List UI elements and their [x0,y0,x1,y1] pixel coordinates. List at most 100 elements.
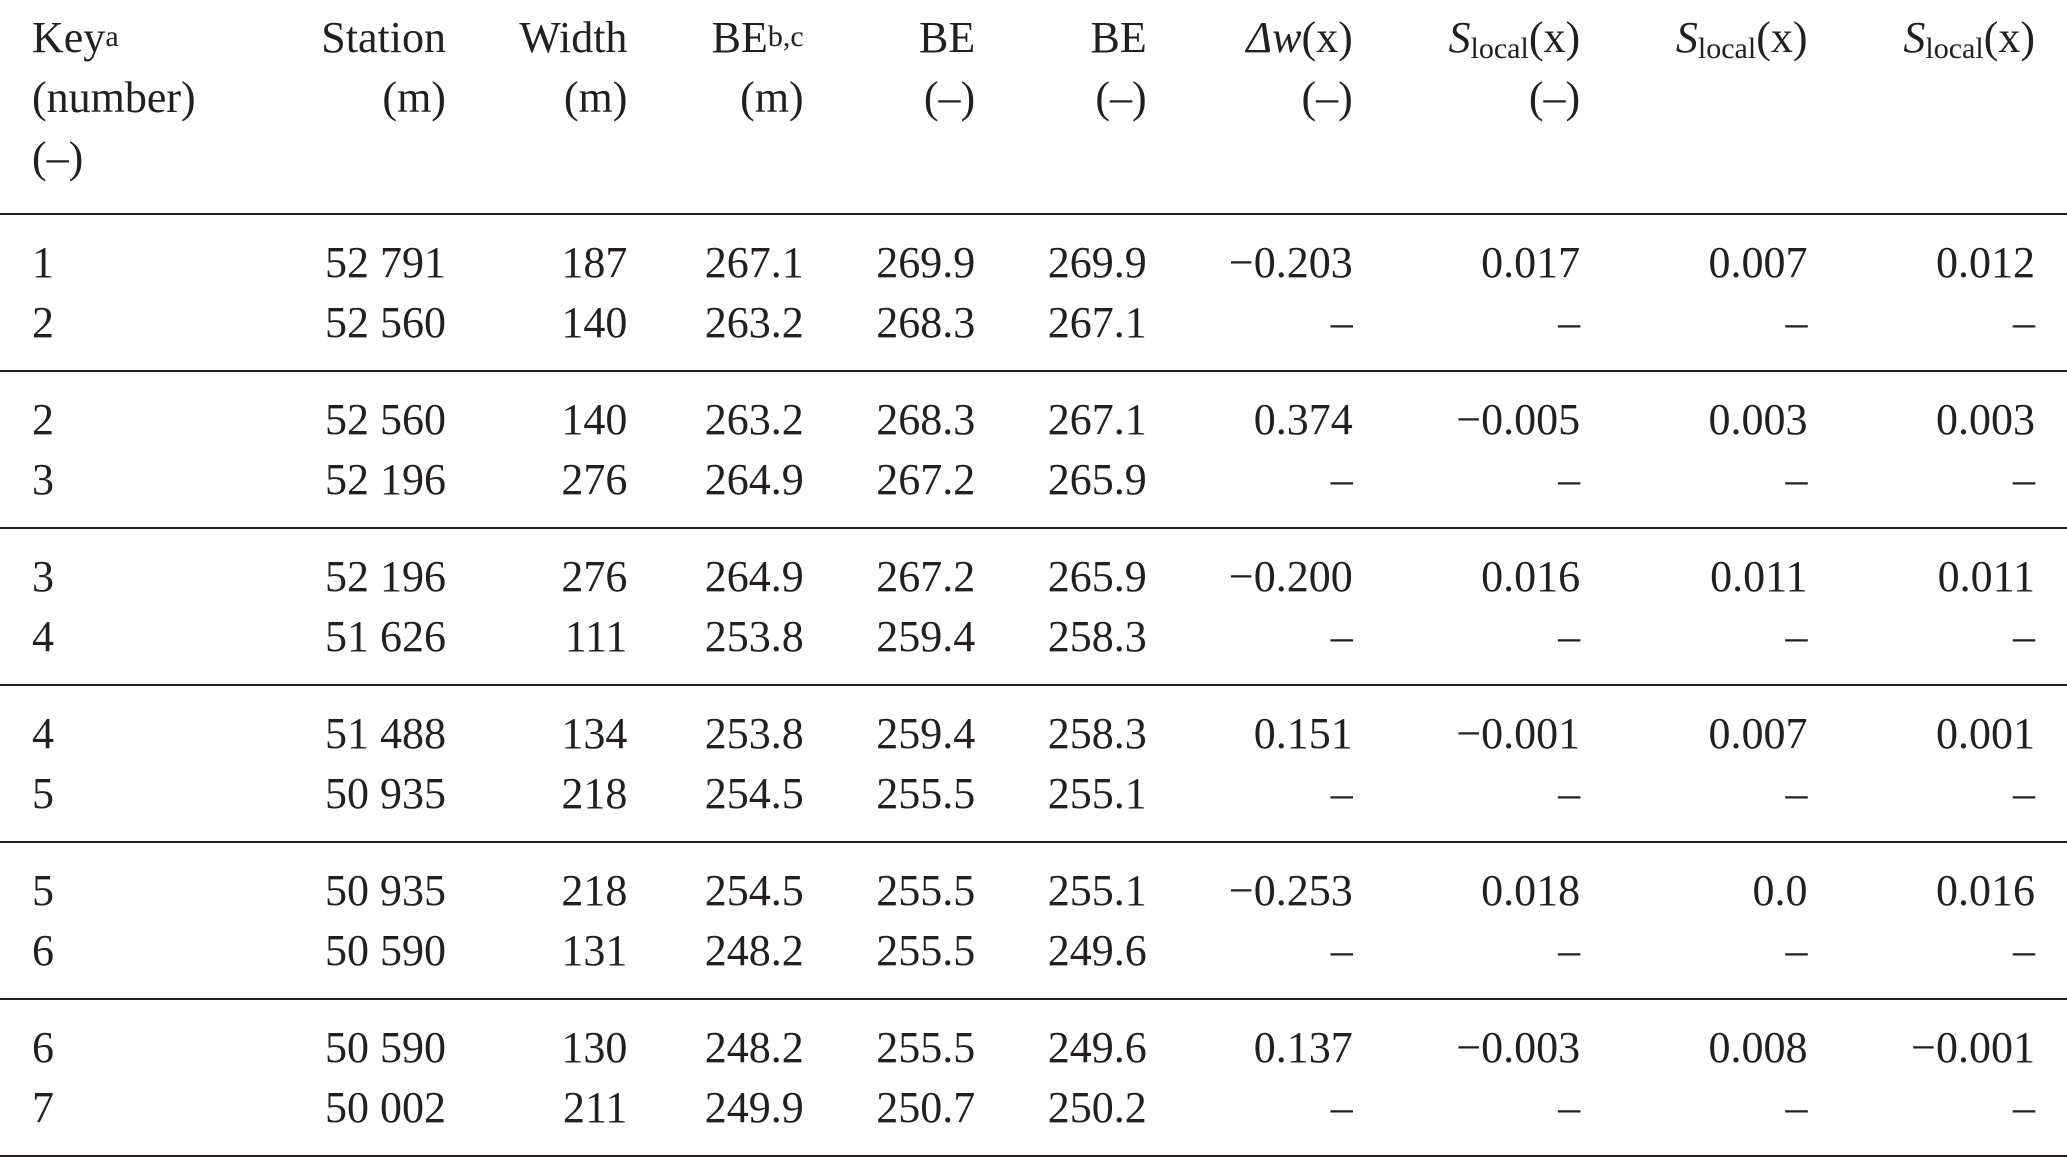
header-s-local-1: Slocal(x) (–) [1352,8,1581,215]
cell-station: 52 196 [324,552,446,601]
row-group: 1 52 791 187 267.1 269.9 269.9 −0.203 0.017 0.00… [0,214,2067,371]
header-delta-w: Δw(x) (–) [1146,8,1353,215]
cell-s-local-2: – [1785,769,1808,818]
cell-be-3: 255.1 [1047,769,1147,818]
cell-station: 52 560 [324,395,446,444]
cell-be-2: 250.7 [876,1083,976,1132]
cell-delta-w: 0.374 [1253,395,1353,444]
cell-key: 6 [32,1023,54,1072]
table-row: 7 50 002 211 249.9 250.7 250.2 – – – – [0,1078,2067,1156]
table-row: 2 52 560 140 263.2 268.3 267.1 – – – – [0,293,2067,371]
cell-be-elevation: 264.9 [704,455,804,504]
cell-delta-w: – [1330,612,1353,661]
cell-delta-w: −0.253 [1228,866,1353,915]
cell-delta-w: – [1330,455,1353,504]
cell-delta-w: 0.151 [1253,709,1353,758]
cell-be-elevation: 248.2 [704,926,804,975]
cell-s-local-2: 0.011 [1710,552,1808,601]
cell-s-local-2: – [1785,612,1808,661]
cell-be-3: 258.3 [1047,709,1147,758]
table-row: 1 52 791 187 267.1 269.9 269.9 −0.203 0.017 0.00… [0,214,2067,293]
cell-be-2: 259.4 [876,612,976,661]
table-row: 4 51 626 111 253.8 259.4 258.3 – – – – [0,607,2067,685]
cell-key: 5 [32,866,54,915]
cell-be-3: 255.1 [1047,866,1147,915]
header-s-local-3: Slocal(x) [1807,8,2067,215]
cell-delta-w: – [1330,1083,1353,1132]
cell-be-2: 259.4 [876,709,976,758]
cell-s-local-1: – [1558,298,1581,347]
cell-s-local-3: – [2013,926,2035,975]
cell-s-local-2: – [1785,455,1808,504]
cell-s-local-1: 0.016 [1481,552,1581,601]
cell-be-2: 268.3 [876,395,976,444]
cell-be-3: 249.6 [1047,926,1147,975]
row-group: 3 52 196 276 264.9 267.2 265.9 −0.200 0.016 0.01… [0,528,2067,685]
cell-width: 218 [561,866,628,915]
cell-be-3: 267.1 [1047,298,1147,347]
cell-s-local-1: −0.005 [1456,395,1581,444]
cell-delta-w: – [1330,769,1353,818]
cell-s-local-1: – [1558,769,1581,818]
header-be-2: BE (–) [803,8,976,215]
cell-s-local-2: 0.0 [1752,866,1808,915]
cell-be-2: 255.5 [876,769,976,818]
cell-s-local-3: – [2013,455,2035,504]
cell-s-local-2: 0.007 [1708,238,1808,287]
header-key: Keya (number) (–) [0,8,298,215]
table-row: 3 52 196 276 264.9 267.2 265.9 −0.200 0.016 0.01… [0,528,2067,607]
cell-delta-w: −0.203 [1228,238,1353,287]
header-be-3: BE (–) [975,8,1147,215]
cell-s-local-2: – [1785,298,1808,347]
cell-be-2: 269.9 [876,238,976,287]
cell-s-local-1: – [1558,455,1581,504]
cell-s-local-1: – [1558,612,1581,661]
cell-be-elevation: 254.5 [704,769,804,818]
cell-station: 52 791 [324,238,446,287]
cell-s-local-1: 0.018 [1481,866,1581,915]
cell-be-3: 249.6 [1047,1023,1147,1072]
cell-be-2: 255.5 [876,866,976,915]
cell-delta-w: – [1330,298,1353,347]
row-group: 6 50 590 130 248.2 255.5 249.6 0.137 −0.003 0.00… [0,999,2067,1156]
cell-width: 218 [561,769,628,818]
cell-station: 50 935 [324,769,446,818]
cell-station: 52 560 [324,298,446,347]
table-header: Keya (number) (–) Station (m) Width (m) … [0,8,2067,215]
cell-key: 3 [32,552,54,601]
header-s-local-2: Slocal(x) [1580,8,1808,215]
table-row: 2 52 560 140 263.2 268.3 267.1 0.374 −0.005 0.00… [0,371,2067,450]
cell-s-local-2: 0.008 [1708,1023,1808,1072]
table-row: 5 50 935 218 254.5 255.5 255.1 −0.253 0.018 0.0 0… [0,842,2067,921]
cell-be-elevation: 248.2 [704,1023,804,1072]
cell-width: 140 [561,298,628,347]
cell-s-local-2: – [1785,1083,1808,1132]
cell-key: 5 [32,769,54,818]
cell-be-2: 267.2 [876,552,976,601]
cell-key: 7 [32,1083,54,1132]
cell-station: 50 590 [324,926,446,975]
header-station: Station (m) [297,8,446,215]
cell-key: 2 [32,298,54,347]
cell-width: 134 [561,709,628,758]
table-row: 6 50 590 130 248.2 255.5 249.6 0.137 −0.003 0.00… [0,999,2067,1078]
cell-be-elevation: 267.1 [704,238,804,287]
cell-s-local-3: 0.012 [1936,238,2035,287]
cell-width: 276 [561,455,628,504]
cell-width: 131 [561,926,628,975]
cell-width: 140 [561,395,628,444]
cell-be-3: 269.9 [1047,238,1147,287]
cell-be-2: 255.5 [876,1023,976,1072]
cell-s-local-3: 0.016 [1936,866,2035,915]
cell-key: 2 [32,395,54,444]
table-row: 5 50 935 218 254.5 255.5 255.1 – – – – [0,764,2067,842]
cell-be-3: 267.1 [1047,395,1147,444]
cell-station: 51 626 [324,612,446,661]
cell-be-2: 267.2 [876,455,976,504]
cell-s-local-2: 0.003 [1708,395,1808,444]
cell-key: 4 [32,612,54,661]
header-be-elevation: BEb,c (m) [627,8,804,215]
cell-s-local-1: 0.017 [1481,238,1581,287]
cell-be-elevation: 249.9 [704,1083,804,1132]
cell-station: 50 590 [324,1023,446,1072]
